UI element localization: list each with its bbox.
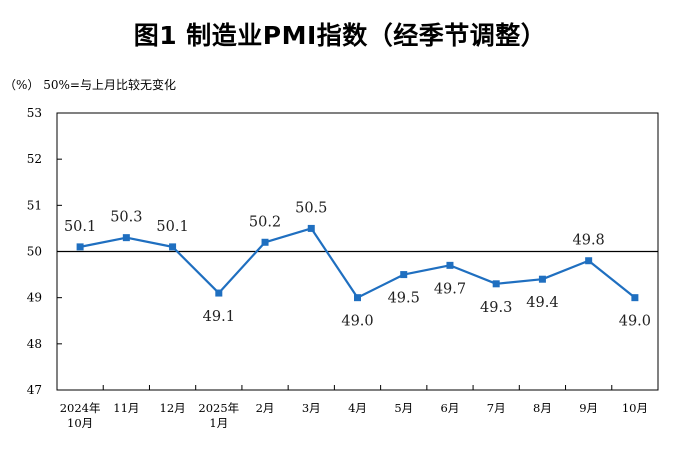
data-label: 49.1 <box>203 309 235 325</box>
x-tick-label: 2月 <box>256 401 275 415</box>
chart-title: 图1 制造业PMI指数（经季节调整） <box>133 21 547 50</box>
data-point <box>76 243 84 251</box>
data-point <box>538 275 546 283</box>
x-tick-label: 5月 <box>394 401 413 415</box>
data-label: 49.3 <box>480 300 512 316</box>
data-label: 50.3 <box>110 210 142 226</box>
x-tick-label: 2024年 10月 <box>60 401 101 430</box>
y-tick-label: 52 <box>27 152 42 166</box>
data-label: 49.0 <box>619 314 651 330</box>
x-tick-label: 9月 <box>579 401 598 415</box>
x-tick-label: 2025年 1月 <box>198 401 239 430</box>
y-tick-label: 49 <box>27 291 42 305</box>
x-tick-label: 11月 <box>113 401 139 415</box>
data-point <box>446 261 454 269</box>
data-point <box>215 289 223 297</box>
x-tick-label: 7月 <box>487 401 506 415</box>
data-label: 50.2 <box>249 214 281 230</box>
x-tick-label: 4月 <box>348 401 367 415</box>
data-point <box>307 224 315 232</box>
data-label: 50.1 <box>64 219 96 235</box>
y-tick-label: 47 <box>27 383 42 397</box>
x-tick-label: 8月 <box>533 401 552 415</box>
data-point <box>631 294 639 302</box>
y-tick-label: 50 <box>27 245 42 259</box>
data-point <box>169 243 177 251</box>
data-point <box>354 294 361 302</box>
series-line <box>79 227 636 299</box>
data-label: 49.4 <box>526 295 558 311</box>
data-point <box>492 280 500 288</box>
y-tick-label: 53 <box>27 106 42 120</box>
data-label: 50.5 <box>295 200 327 216</box>
x-tick-label: 10月 <box>622 401 648 415</box>
data-label: 50.1 <box>156 219 188 235</box>
data-label: 49.8 <box>573 233 605 249</box>
chart-subtitle: （%） 50%=与上月比较无变化 <box>4 78 176 92</box>
data-label: 49.5 <box>388 291 420 307</box>
x-tick-label: 12月 <box>160 401 186 415</box>
y-tick-label: 48 <box>27 337 42 351</box>
data-label: 49.0 <box>341 314 373 330</box>
data-point <box>261 238 269 246</box>
x-tick-label: 6月 <box>441 401 460 415</box>
data-label: 49.7 <box>434 281 466 297</box>
x-tick-label: 3月 <box>302 401 321 415</box>
data-point <box>122 234 130 242</box>
y-tick-label: 51 <box>27 198 42 212</box>
data-point <box>400 271 408 279</box>
data-point <box>585 257 593 265</box>
